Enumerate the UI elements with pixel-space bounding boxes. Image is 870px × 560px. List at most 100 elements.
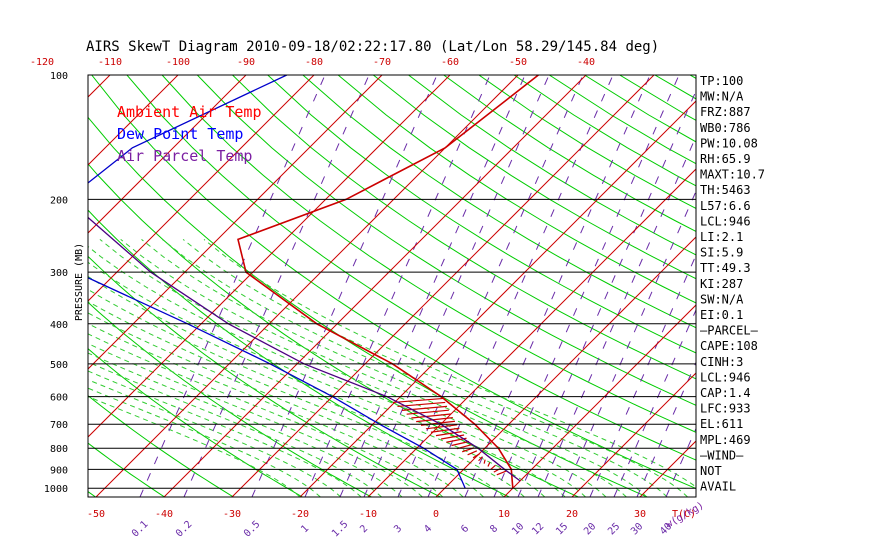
mixing-ratio-label: 30: [629, 521, 645, 537]
mixing-ratio-label: 8: [488, 523, 500, 535]
isotherm-line: [88, 75, 315, 302]
side-panel-item: L57:6.6: [700, 199, 751, 213]
cape-hatch-mark: [416, 417, 453, 423]
side-panel-item: TP:100: [700, 74, 743, 88]
pressure-tick-label: 200: [50, 195, 68, 206]
side-panel-item: TH:5463: [700, 183, 751, 197]
side-panel-item: CINH:3: [700, 355, 743, 369]
bottom-temp-tick-label: -30: [223, 509, 241, 520]
mixing-ratio-line: [427, 75, 614, 497]
side-panel-item: CAP:1.4: [700, 386, 751, 400]
ambient-temp-curve: [237, 75, 539, 489]
dry-adiabat-line: [372, 75, 696, 280]
side-panel-item: LI:2.1: [700, 230, 743, 244]
mixing-ratio-label: 4: [422, 523, 434, 535]
isotherm-line: [299, 100, 696, 497]
side-panel-item: RH:65.9: [700, 152, 751, 166]
moist-adiabat-line: [141, 239, 648, 497]
bottom-temp-tick-label: -10: [359, 509, 377, 520]
mixing-ratio-line: [363, 75, 550, 497]
isotherm-line: [88, 75, 111, 98]
top-temp-tick-label: -120: [30, 57, 54, 68]
top-temp-tick-label: -110: [98, 57, 122, 68]
mixing-ratio-label: 0.2: [174, 519, 195, 540]
isotherm-line: [163, 75, 587, 497]
pressure-tick-label: 600: [50, 393, 68, 404]
side-panel-item: CAPE:108: [700, 339, 758, 353]
mixing-ratio-line: [636, 361, 696, 497]
pressure-tick-label: 1000: [44, 484, 68, 495]
bottom-temp-tick-label: 10: [498, 509, 510, 520]
cape-hatch-mark: [435, 431, 462, 437]
dry-adiabat-line: [267, 75, 696, 354]
top-temp-tick-label: -40: [577, 57, 595, 68]
moist-adiabat-line: [161, 239, 668, 497]
mixing-ratio-label: 1: [299, 523, 311, 535]
mixing-ratio-line: [537, 135, 696, 497]
bottom-temp-tick-label: 20: [566, 509, 578, 520]
dry-adiabat-line: [408, 75, 696, 256]
moist-adiabat-line: [203, 239, 696, 488]
dry-adiabat-line: [337, 75, 696, 304]
side-panel-item: TT:49.3: [700, 261, 751, 275]
isotherm-line: [571, 372, 696, 497]
side-panel-item: AVAIL: [700, 480, 736, 494]
isotherm-line: [776, 75, 870, 497]
mixing-ratio-line: [464, 75, 651, 497]
top-temp-tick-label: -80: [305, 57, 323, 68]
cape-hatch-mark: [392, 397, 444, 404]
side-panel-item: WB0:786: [700, 121, 751, 135]
isotherm-line: [88, 75, 451, 438]
dry-adiabat-line: [196, 75, 696, 406]
side-panel-item: EI:0.1: [700, 308, 743, 322]
legend-entry: Dew Point Temp: [117, 125, 243, 143]
cape-hatch-mark: [451, 440, 470, 447]
plot-clipped-group: [0, 75, 870, 497]
mixing-ratio-line: [665, 427, 696, 497]
cape-hatch-mark: [441, 434, 465, 440]
mixing-ratio-label: 2: [358, 523, 370, 535]
side-panel-item: LFC:933: [700, 402, 751, 416]
mixing-ratio-label: 0.5: [242, 519, 263, 540]
mixing-ratio-line: [139, 75, 326, 497]
pressure-tick-label: 800: [50, 444, 68, 455]
side-panel-item: SI:5.9: [700, 246, 743, 260]
cape-hatch-mark: [496, 470, 508, 476]
isotherm-line: [231, 75, 655, 497]
mixing-ratio-line: [589, 253, 696, 497]
dry-adiabat-line: [88, 209, 510, 497]
pressure-tick-label: 900: [50, 465, 68, 476]
dry-adiabat-line: [232, 75, 696, 380]
cape-hatch-mark: [406, 409, 449, 415]
top-temp-tick-label: -70: [373, 57, 391, 68]
bottom-temp-tick-label: -20: [291, 509, 309, 520]
side-panel-item: MAXT:10.7: [700, 168, 765, 182]
mixing-ratio-label: 3: [392, 523, 404, 535]
bottom-temp-tick-label: -50: [87, 509, 105, 520]
side-panel-item: —PARCEL—: [700, 324, 759, 338]
moist-adiabat-line: [88, 245, 586, 497]
side-panel-item: EL:611: [700, 417, 743, 431]
mixing-ratio-line: [397, 75, 584, 497]
mixing-ratio-line: [517, 89, 696, 497]
dry-adiabat-line: [0, 75, 27, 497]
dry-adiabat-line: [88, 394, 234, 497]
cape-hatch-mark: [472, 453, 480, 459]
dry-adiabat-line: [478, 75, 696, 210]
cape-hatch-mark: [425, 424, 458, 430]
mixing-ratio-label: 10: [510, 521, 526, 537]
side-panel-item: LCL:946: [700, 370, 751, 384]
cape-hatch-mark: [467, 450, 478, 456]
mixing-ratio-label: 1.5: [330, 519, 351, 540]
mixing-ratio-label: 25: [606, 521, 622, 537]
cape-hatch-mark: [478, 456, 483, 462]
mixing-ratio-label: 15: [554, 521, 570, 537]
bottom-temp-tick-label: -40: [155, 509, 173, 520]
side-panel-item: —WIND—: [700, 448, 744, 462]
mixing-ratio-line: [339, 75, 526, 497]
dew-point-curve: [88, 75, 466, 489]
pressure-tick-label: 400: [50, 320, 68, 331]
top-temp-tick-label: -90: [237, 57, 255, 68]
